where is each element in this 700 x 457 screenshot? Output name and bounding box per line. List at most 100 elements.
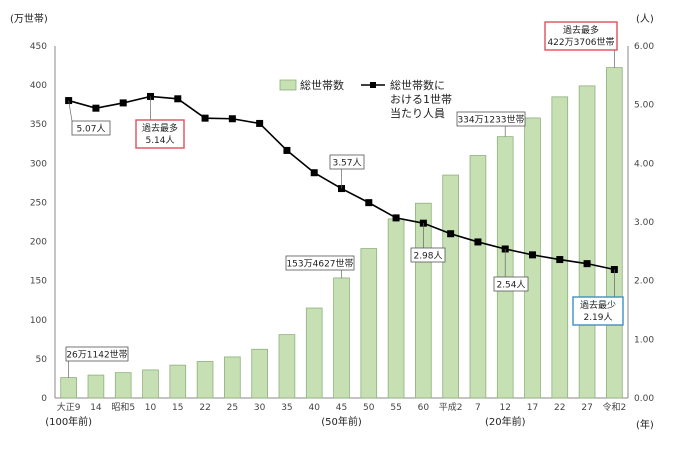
bar-12	[387, 218, 405, 399]
category-label: 40	[308, 403, 320, 413]
annotation-text: 422万3706世帯	[547, 36, 614, 48]
left-tick-label: 300	[30, 159, 47, 169]
bar-5	[196, 361, 214, 399]
annotation-box	[456, 111, 526, 127]
bar-19	[578, 85, 596, 399]
annotation-text: 過去最少	[580, 299, 616, 311]
line-point-4	[174, 95, 182, 103]
bar-20	[606, 67, 623, 399]
bar-0	[60, 377, 77, 399]
left-tick-label: 200	[30, 238, 47, 248]
right-tick-label: 3.00	[634, 218, 654, 228]
category-label: 25	[227, 403, 238, 413]
annotation-text: 過去最多	[563, 24, 599, 36]
annotation-text: 2.98人	[413, 251, 442, 262]
annotation-box	[493, 276, 529, 292]
category-label: 17	[527, 403, 538, 413]
bar-15	[469, 155, 487, 399]
category-label: 大正9	[57, 401, 81, 413]
category-label: 10	[145, 403, 157, 413]
legend-line-label: 総世帯数に	[390, 78, 445, 92]
annotation-text: 153万4627世帯	[286, 258, 353, 270]
legend-bar-swatch	[279, 79, 297, 91]
annotation-text: 2.54人	[496, 280, 525, 291]
annotation-box	[65, 346, 129, 362]
category-label: 令和2	[602, 401, 626, 413]
era-sub-label: (50年前)	[321, 415, 362, 428]
legend-line-marker	[370, 82, 376, 88]
line-point-2	[119, 99, 127, 107]
bar-11	[360, 248, 378, 399]
legend-line-label: おける1世帯	[390, 93, 452, 106]
category-label: 55	[390, 403, 401, 413]
annotation-text: 26万1142世帯	[66, 349, 127, 361]
right-axis-unit: (人)	[636, 13, 654, 25]
category-label: 35	[281, 403, 292, 413]
bar-8	[278, 334, 296, 399]
annotation-text: 5.14人	[145, 135, 174, 146]
category-label: 14	[90, 403, 102, 413]
line-point-14	[447, 230, 455, 238]
left-tick-label: 100	[30, 316, 47, 326]
annotation-box	[572, 296, 624, 326]
right-tick-label: 6.00	[634, 42, 654, 52]
era-sub-label: (20年前)	[485, 415, 526, 428]
line-point-7	[256, 119, 264, 127]
era-sub-label: (100年前)	[45, 415, 92, 428]
category-label: 7	[475, 403, 481, 413]
line-point-19	[583, 260, 591, 268]
right-tick-label: 4.00	[634, 159, 654, 169]
right-tick-label: 5.00	[634, 101, 654, 111]
right-tick-label: 2.00	[634, 277, 654, 287]
line-point-5	[201, 114, 209, 122]
category-label: 30	[254, 403, 266, 413]
category-label: 22	[554, 403, 565, 413]
left-tick-label: 250	[30, 198, 47, 208]
category-label: 平成2	[439, 401, 463, 413]
category-label: 15	[172, 403, 183, 413]
bar-9	[305, 307, 323, 399]
annotation-text: 5.07人	[76, 124, 105, 135]
bar-6	[224, 356, 241, 399]
left-tick-label: 0	[41, 394, 47, 404]
category-label: 50	[363, 403, 375, 413]
annotation-text: 2.19人	[583, 312, 612, 323]
line-point-11	[365, 199, 373, 207]
right-tick-label: 0.00	[634, 394, 654, 404]
annotation-box	[135, 119, 185, 149]
line-point-18	[556, 256, 564, 264]
left-tick-label: 350	[30, 120, 47, 130]
line-point-6	[228, 115, 236, 123]
annotation-text: 過去最多	[142, 122, 178, 134]
bar-2	[114, 372, 132, 399]
category-label: 60	[418, 403, 430, 413]
bar-1	[87, 374, 105, 399]
annotation-text: 3.57人	[332, 158, 361, 169]
legend-line-label: 当たり人員	[390, 106, 445, 120]
bar-4	[169, 364, 187, 399]
line-point-8	[283, 146, 291, 154]
annotation-text: 334万1233世帯	[457, 114, 524, 126]
x-axis-unit: (年)	[636, 418, 654, 431]
annotation-box	[329, 154, 365, 170]
annotation-leader	[68, 100, 73, 122]
left-tick-label: 150	[30, 277, 47, 287]
bar-18	[551, 96, 569, 399]
bar-14	[442, 174, 459, 399]
category-label: 12	[499, 403, 510, 413]
category-label: 27	[581, 403, 592, 413]
category-label: 45	[336, 403, 347, 413]
legend-bar-label: 総世帯数	[300, 78, 344, 92]
annotation-box	[544, 21, 618, 51]
bar-3	[142, 369, 159, 399]
line-point-15	[474, 238, 482, 246]
left-tick-label: 450	[30, 42, 47, 52]
line-point-12	[392, 214, 400, 222]
bar-10	[333, 277, 350, 399]
category-label: 22	[199, 403, 210, 413]
bar-7	[251, 348, 268, 399]
annotation-box	[285, 255, 355, 271]
line-point-9	[310, 169, 318, 177]
left-tick-label: 400	[30, 81, 47, 91]
